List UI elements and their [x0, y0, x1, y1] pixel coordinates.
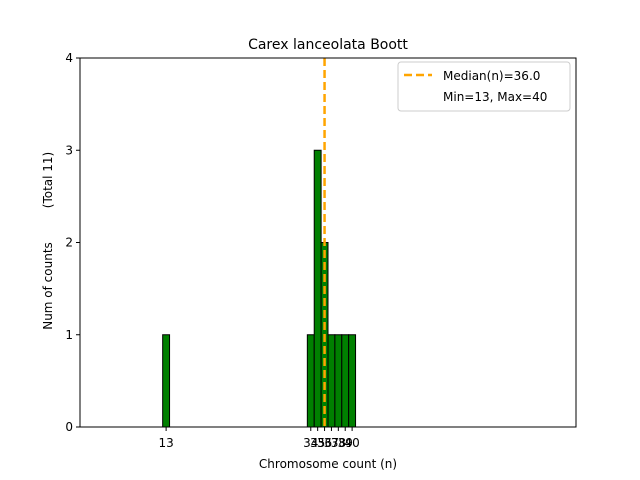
- x-axis-label: Chromosome count (n): [259, 457, 397, 471]
- y-axis-ticks: 0 1 2 3 4: [65, 51, 80, 434]
- legend-box: [397, 61, 571, 112]
- x-tick-label-40: 40: [344, 436, 359, 450]
- y-axis-label: Num of counts: [41, 242, 55, 330]
- bar-39: [341, 334, 350, 428]
- bars-group: [162, 149, 357, 428]
- legend: Median(n)=36.0 Min=13, Max=40: [397, 61, 571, 112]
- legend-entry-range: Min=13, Max=40: [443, 90, 547, 104]
- y-tick-label-4: 4: [65, 51, 73, 65]
- bar-34: [306, 334, 315, 428]
- y-tick-label-0: 0: [65, 420, 73, 434]
- y-axis-total-label: (Total 11): [41, 152, 55, 208]
- x-tick-label-36: 36: [317, 436, 332, 450]
- bar-40: [348, 334, 357, 428]
- x-tick-label-38: 38: [331, 436, 346, 450]
- x-tick-label-34: 34: [303, 436, 318, 450]
- y-tick-label-2: 2: [65, 236, 73, 250]
- chart-title: Carex lanceolata Boott: [248, 37, 408, 53]
- bar-13: [162, 334, 171, 428]
- y-tick-label-1: 1: [65, 328, 73, 342]
- y-tick-label-3: 3: [65, 143, 73, 157]
- bar-37: [327, 334, 336, 428]
- bar-35: [313, 149, 322, 428]
- x-tick-label-35: 35: [310, 436, 325, 450]
- bar-38: [334, 334, 343, 428]
- x-tick-label-13: 13: [158, 436, 173, 450]
- x-tick-label-37: 37: [324, 436, 339, 450]
- legend-entry-median: Median(n)=36.0: [443, 69, 540, 83]
- x-tick-label-39: 39: [338, 436, 353, 450]
